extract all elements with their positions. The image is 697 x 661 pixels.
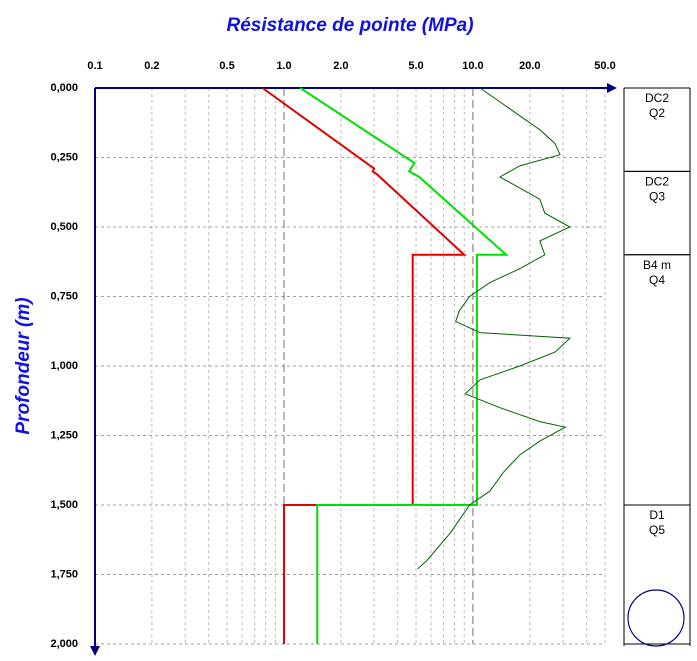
y-axis-title: Profondeur (m) [13, 297, 34, 434]
layer-label: B4 m [643, 258, 671, 272]
layer-label: Q5 [649, 523, 665, 537]
layer-label: D1 [649, 508, 665, 522]
layer-label: Q2 [649, 106, 665, 120]
y-tick-label: 0,750 [50, 290, 78, 302]
x-tick-label: 0.2 [144, 60, 159, 72]
series-line [417, 87, 572, 570]
x-tick-label: 0.5 [219, 60, 234, 72]
x-tick-label: 50.0 [594, 60, 615, 72]
y-tick-label: 1,000 [50, 360, 78, 372]
y-tick-label: 1,500 [50, 499, 78, 511]
x-tick-label: 1.0 [276, 60, 291, 72]
x-tick-label: 0.1 [87, 60, 102, 72]
layer-label: Q3 [649, 190, 665, 204]
series-line [299, 87, 509, 644]
layer-label: DC2 [645, 91, 669, 105]
y-tick-label: 2,000 [50, 638, 78, 650]
x-tick-label: 20.0 [519, 60, 540, 72]
layer-symbol [627, 589, 685, 647]
x-axis-arrow [607, 83, 617, 93]
y-tick-label: 1,750 [50, 568, 78, 580]
y-tick-label: 0,000 [50, 82, 78, 94]
y-tick-label: 0,250 [50, 151, 78, 163]
x-tick-label: 10.0 [462, 60, 483, 72]
layer-label: DC2 [645, 175, 669, 189]
layer-label: Q4 [649, 273, 665, 287]
y-tick-label: 0,500 [50, 221, 78, 233]
y-tick-label: 1,250 [50, 429, 78, 441]
y-axis-arrow [90, 646, 100, 656]
x-tick-label: 5.0 [408, 60, 423, 72]
chart-title: Résistance de pointe (MPa) [226, 15, 473, 36]
x-tick-label: 2.0 [333, 60, 348, 72]
